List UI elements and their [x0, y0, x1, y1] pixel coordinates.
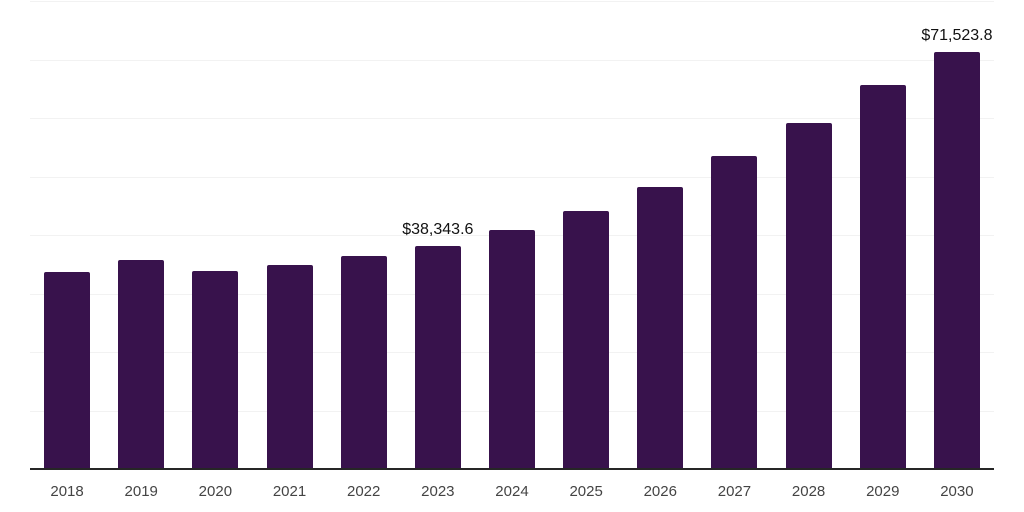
- bar-slot-2018: [30, 2, 104, 470]
- x-tick-label-2029: 2029: [866, 483, 900, 500]
- x-tick-label-2027: 2027: [717, 483, 752, 500]
- x-tick-label-2026: 2026: [643, 483, 677, 500]
- x-tick-label-2023: 2023: [421, 483, 455, 500]
- x-tick-label-2024: 2024: [495, 483, 529, 500]
- bar-slot-2019: [104, 2, 178, 470]
- gridline-50000: [30, 176, 994, 178]
- bar-slot-2023: $38,343.6: [401, 2, 475, 470]
- bar-2020[interactable]: [192, 270, 239, 470]
- bar-slot-2025: [549, 2, 623, 470]
- bar-2022[interactable]: [340, 255, 387, 470]
- bar-2030[interactable]: [933, 51, 980, 470]
- x-axis-labels: 2018 2019 2020 2021 2022 2023 2024 2025 2026 2027…: [30, 480, 994, 504]
- bar-2029[interactable]: [859, 85, 906, 470]
- bar-slot-2027: [697, 2, 771, 470]
- x-tick-label-2020: 2020: [198, 483, 233, 500]
- bar-2026[interactable]: [637, 186, 684, 470]
- bar-slot-2028: [772, 2, 846, 470]
- bar-2018[interactable]: [44, 271, 91, 470]
- bar-2025[interactable]: [563, 210, 610, 470]
- x-tick-label-2030: 2030: [940, 483, 974, 500]
- bar-2027[interactable]: [711, 155, 758, 470]
- bar-slot-2021: [252, 2, 326, 470]
- gridline-60000: [30, 118, 994, 119]
- bar-2019[interactable]: [118, 260, 165, 470]
- bar-slot-2024: [475, 2, 549, 470]
- gridline-70000: [30, 59, 994, 61]
- x-tick-label-2022: 2022: [346, 483, 381, 500]
- plot-area: $38,343.6 $71,523.8: [30, 1, 994, 470]
- value-label-2030: $71,523.8: [921, 26, 993, 44]
- bar-2023[interactable]: [414, 245, 461, 470]
- x-tick-label-2018: 2018: [50, 483, 84, 500]
- bar-slot-2029: [846, 2, 920, 470]
- x-axis-line: [30, 468, 994, 470]
- gridline-80000: [30, 1, 994, 2]
- value-label-2023: $38,343.6: [402, 220, 474, 238]
- bar-slot-2026: [623, 2, 697, 470]
- bar-2028[interactable]: [785, 123, 832, 470]
- x-tick-label-2019: 2019: [124, 483, 158, 500]
- x-tick-label-2021: 2021: [272, 483, 307, 500]
- bar-slot-2022: [327, 2, 401, 470]
- bar-slot-2030: $71,523.8: [920, 2, 994, 470]
- bar-2024[interactable]: [488, 230, 535, 470]
- bar-slot-2020: [178, 2, 252, 470]
- x-tick-label-2028: 2028: [791, 483, 826, 500]
- bar-2021[interactable]: [266, 265, 313, 470]
- x-tick-label-2025: 2025: [569, 483, 603, 500]
